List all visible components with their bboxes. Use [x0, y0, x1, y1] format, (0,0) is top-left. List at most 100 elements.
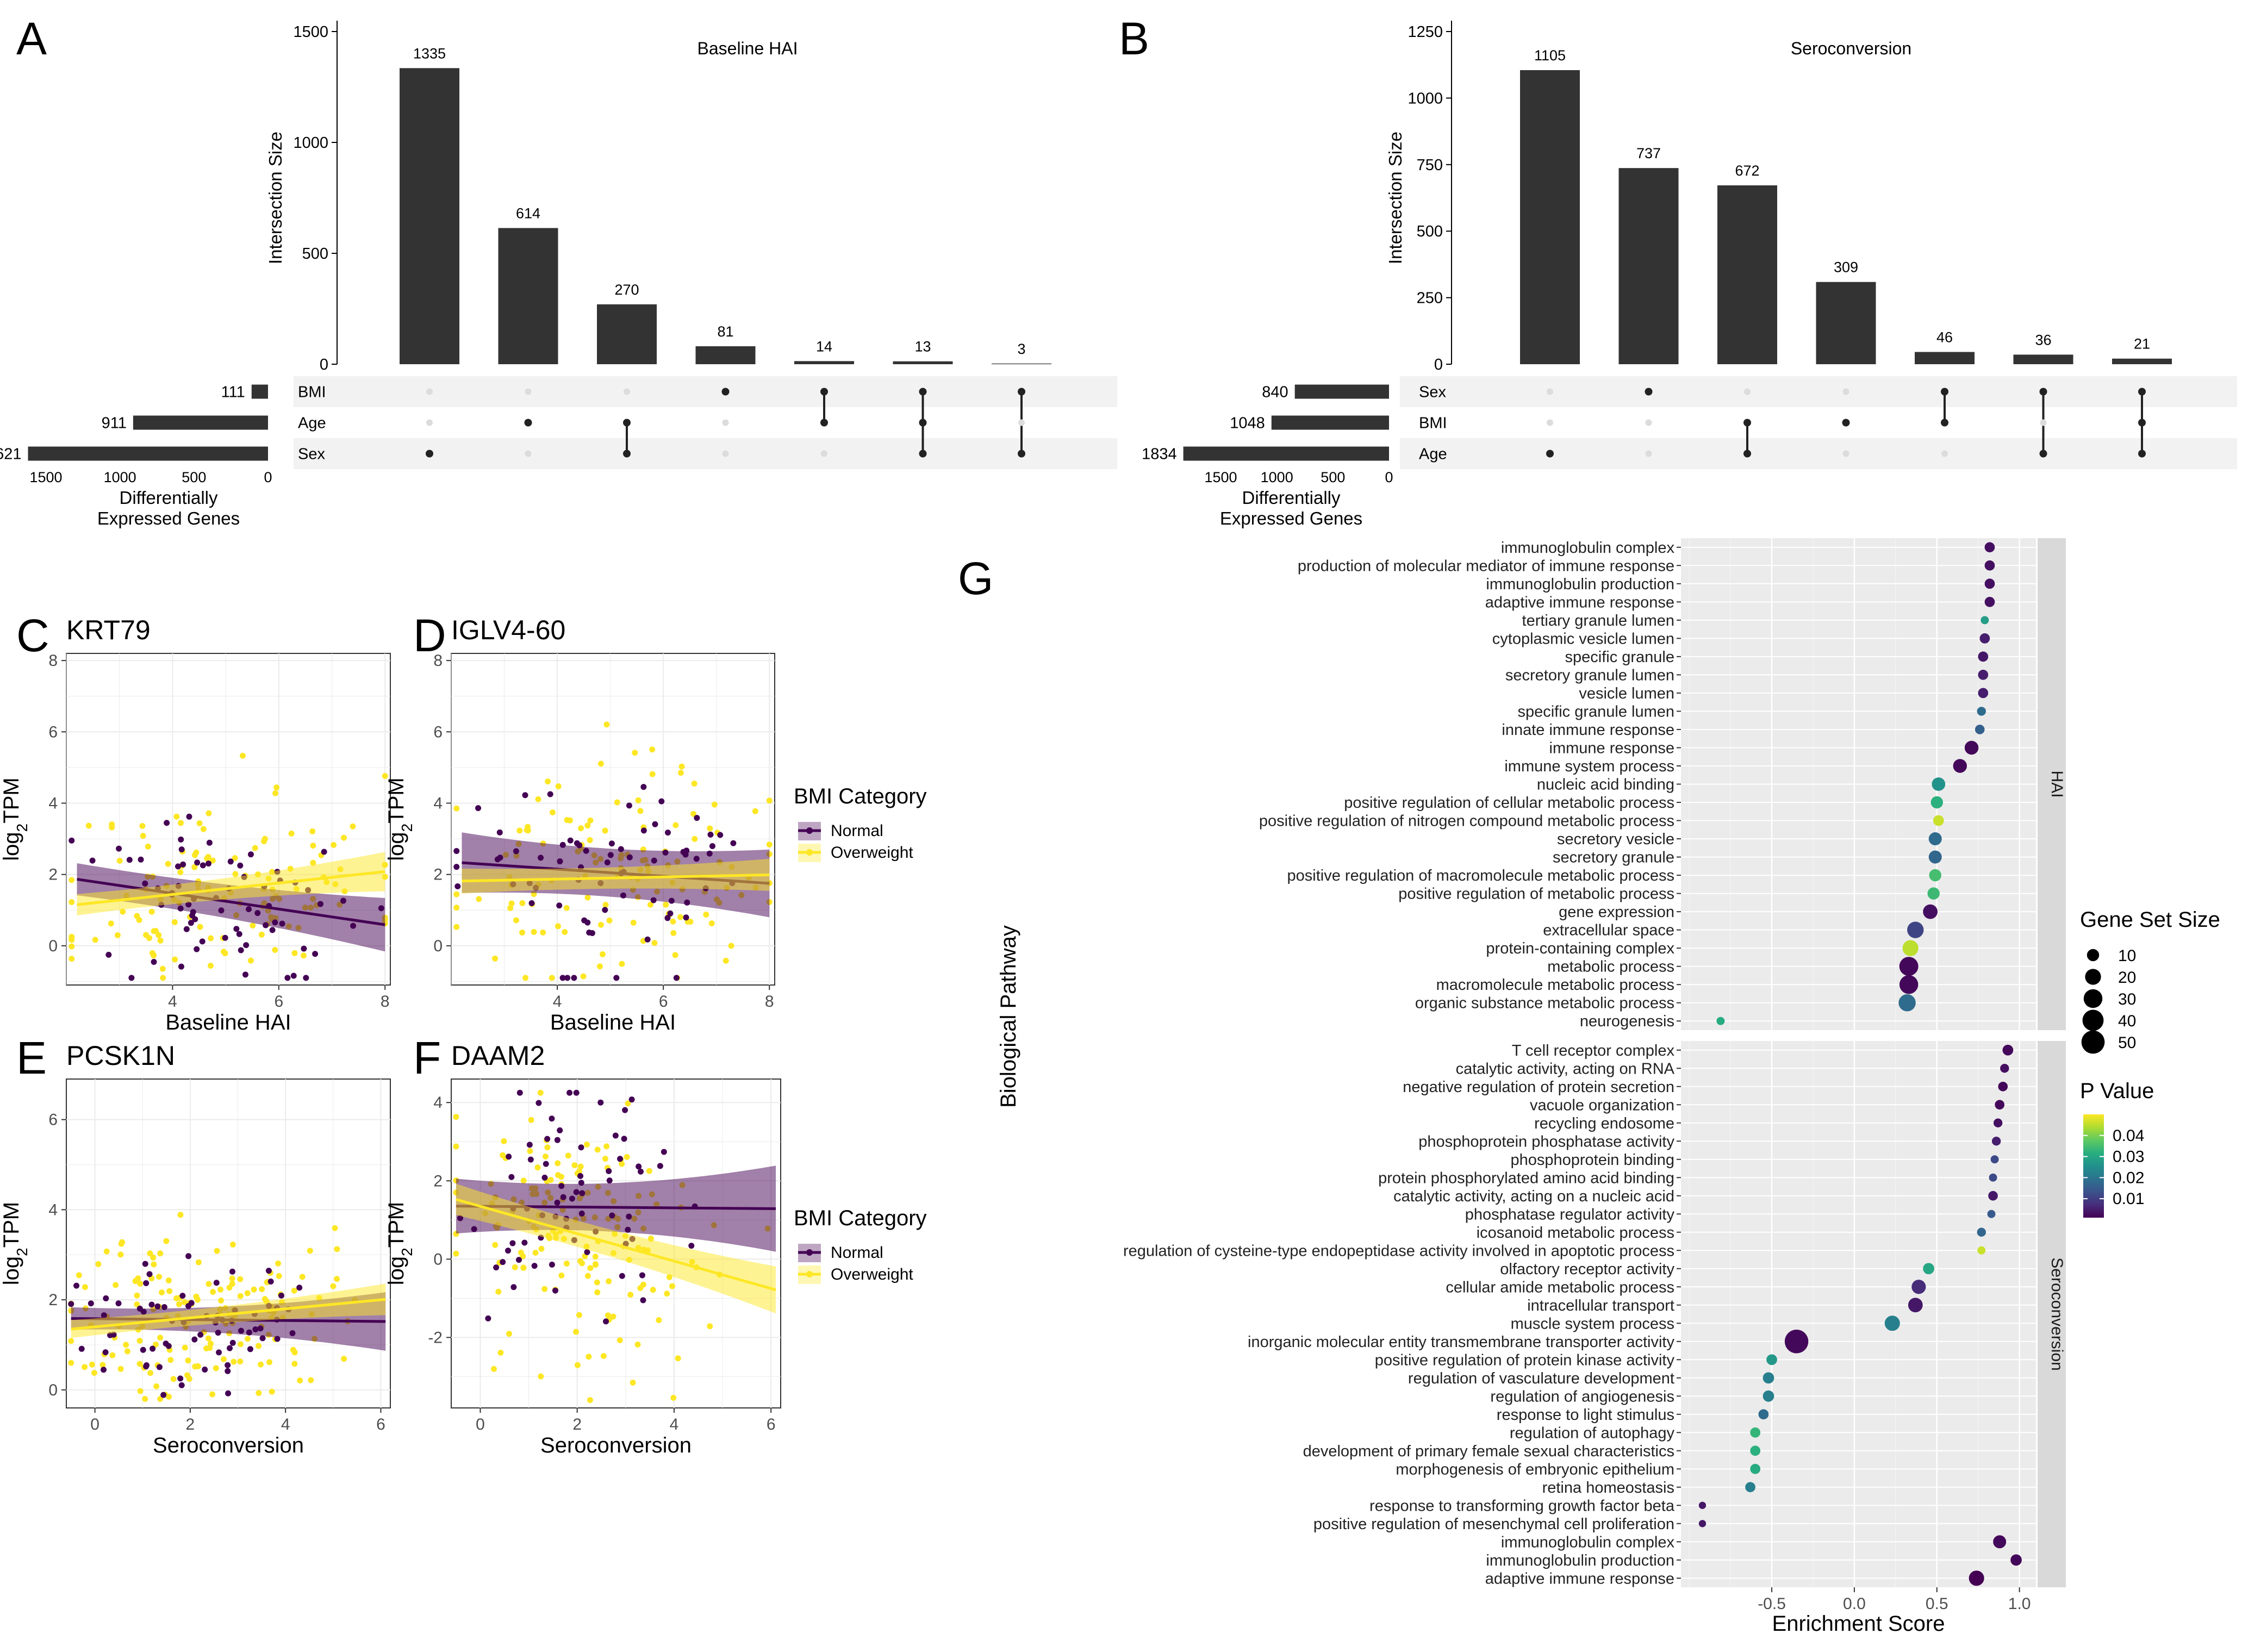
y-tick-label: 4	[433, 1094, 443, 1112]
data-point-overweight	[602, 1156, 608, 1162]
pathway-label: immune response	[1549, 739, 1675, 757]
data-point-normal	[453, 848, 460, 855]
legend-key-point	[806, 1271, 813, 1277]
enrichment-dot	[1981, 616, 1989, 625]
x-axis-label: Baseline HAI	[165, 1011, 291, 1034]
data-point-normal	[229, 1268, 235, 1275]
data-point-overweight	[114, 932, 121, 938]
enrichment-dot	[1993, 1118, 2003, 1127]
set-size-label: 1621	[0, 446, 22, 463]
pathway-label: olfactory receptor activity	[1500, 1261, 1674, 1278]
x-tick-label: 6	[767, 1416, 776, 1433]
pathway-label: gene expression	[1559, 903, 1674, 921]
data-point-overweight	[692, 836, 698, 842]
data-point-overweight	[229, 1241, 236, 1248]
enrichment-dot	[1990, 1155, 1999, 1164]
data-point-overweight	[630, 919, 637, 926]
y-tick-label: 4	[48, 1201, 58, 1219]
size-legend-label: 40	[2118, 1012, 2136, 1030]
data-point-normal	[640, 1297, 646, 1304]
data-point-overweight	[153, 1383, 160, 1389]
x-axis-label: Seroconversion	[540, 1433, 692, 1457]
matrix-dot-active	[426, 450, 433, 458]
data-point-overweight	[594, 1279, 600, 1286]
intersection-size-label: 309	[1834, 259, 1858, 276]
scatter-plot-iglv4-60: IGLV4-60 4 6 8 0 2 4 6 8 Baseline HAI log2TPM	[384, 615, 775, 1034]
y-tick-label: 2	[433, 866, 443, 884]
enrichment-dot	[1923, 1263, 1934, 1275]
data-point-overweight	[492, 955, 499, 962]
data-point-normal	[510, 1284, 517, 1291]
data-point-normal	[156, 1364, 163, 1370]
data-point-overweight	[580, 973, 587, 980]
data-point-overweight	[165, 1277, 172, 1283]
data-point-normal	[577, 1173, 584, 1179]
x-axis-label: Baseline HAI	[550, 1011, 676, 1034]
set-size-bar	[1183, 446, 1389, 461]
matrix-dot-active	[820, 388, 828, 396]
set-name-label: BMI	[298, 384, 326, 401]
data-point-overweight	[587, 817, 594, 824]
data-point-overweight	[156, 1274, 163, 1280]
size-legend-dot	[2085, 969, 2101, 985]
pathway-label: catalytic activity, acting on a nucleic …	[1393, 1188, 1674, 1205]
enrichment-dot	[1978, 651, 1989, 662]
data-point-normal	[617, 1156, 624, 1162]
data-point-overweight	[703, 911, 709, 918]
data-point-normal	[216, 1349, 222, 1356]
pathway-label: organic substance metabolic process	[1415, 995, 1674, 1012]
data-point-overweight	[123, 1342, 129, 1348]
data-point-overweight	[594, 1289, 601, 1295]
data-point-overweight	[640, 1281, 646, 1288]
data-point-overweight	[99, 1362, 106, 1368]
chart-title: Seroconversion	[1791, 39, 1911, 58]
data-point-normal	[185, 1253, 192, 1260]
data-point-normal	[178, 836, 184, 843]
pathway-label: immunoglobulin production	[1486, 576, 1674, 593]
data-point-overweight	[528, 1117, 534, 1123]
enrichment-dot	[1964, 740, 1979, 755]
data-point-normal	[612, 1132, 619, 1139]
matrix-dot-active	[1645, 388, 1653, 396]
data-point-overweight	[297, 1377, 303, 1384]
data-point-overweight	[649, 771, 656, 777]
pathway-label: vesicle lumen	[1579, 685, 1674, 702]
set-axis-tick-label: 0	[264, 469, 272, 485]
data-point-normal	[606, 1177, 613, 1184]
data-point-overweight	[555, 1172, 561, 1179]
enrichment-dot	[1763, 1372, 1774, 1384]
data-point-overweight	[195, 1259, 202, 1266]
data-point-overweight	[68, 933, 75, 940]
panel-label-b: B	[1119, 13, 1149, 64]
set-size-label: 1048	[1230, 415, 1265, 432]
y-tick-label: 0	[48, 937, 58, 955]
data-point-overweight	[151, 928, 157, 934]
enrichment-dot	[1933, 815, 1944, 826]
data-point-overweight	[542, 1154, 549, 1160]
set-name-label: Sex	[1419, 384, 1446, 401]
data-point-normal	[621, 1136, 627, 1142]
confidence-band-overweight	[77, 852, 385, 915]
data-point-overweight	[532, 1250, 539, 1256]
y-axis-label: Biological Pathway	[997, 925, 1020, 1108]
data-point-overweight	[707, 825, 713, 832]
pathway-label: morphogenesis of embryonic epithelium	[1396, 1461, 1674, 1478]
data-point-normal	[236, 931, 242, 937]
enrichment-dot	[1908, 1298, 1923, 1313]
enrichment-dot	[1975, 725, 1985, 734]
data-point-normal	[541, 1174, 548, 1181]
gene-title: DAAM2	[451, 1040, 545, 1071]
data-point-normal	[667, 910, 674, 917]
matrix-dot-inactive	[426, 388, 433, 395]
data-point-overweight	[132, 1278, 139, 1285]
data-point-overweight	[176, 1301, 182, 1307]
data-point-overweight	[165, 861, 171, 867]
fit-line-overweight	[71, 1298, 386, 1331]
data-point-overweight	[635, 797, 642, 803]
y-axis-label: log2TPM	[0, 1202, 30, 1285]
x-tick-label: 1.0	[2008, 1595, 2031, 1613]
enrichment-dot	[1984, 542, 1995, 553]
data-point-normal	[151, 958, 157, 965]
bmi-legend-top: BMI Category Normal Overweight	[794, 784, 927, 862]
enrichment-dot	[1750, 1463, 1761, 1474]
